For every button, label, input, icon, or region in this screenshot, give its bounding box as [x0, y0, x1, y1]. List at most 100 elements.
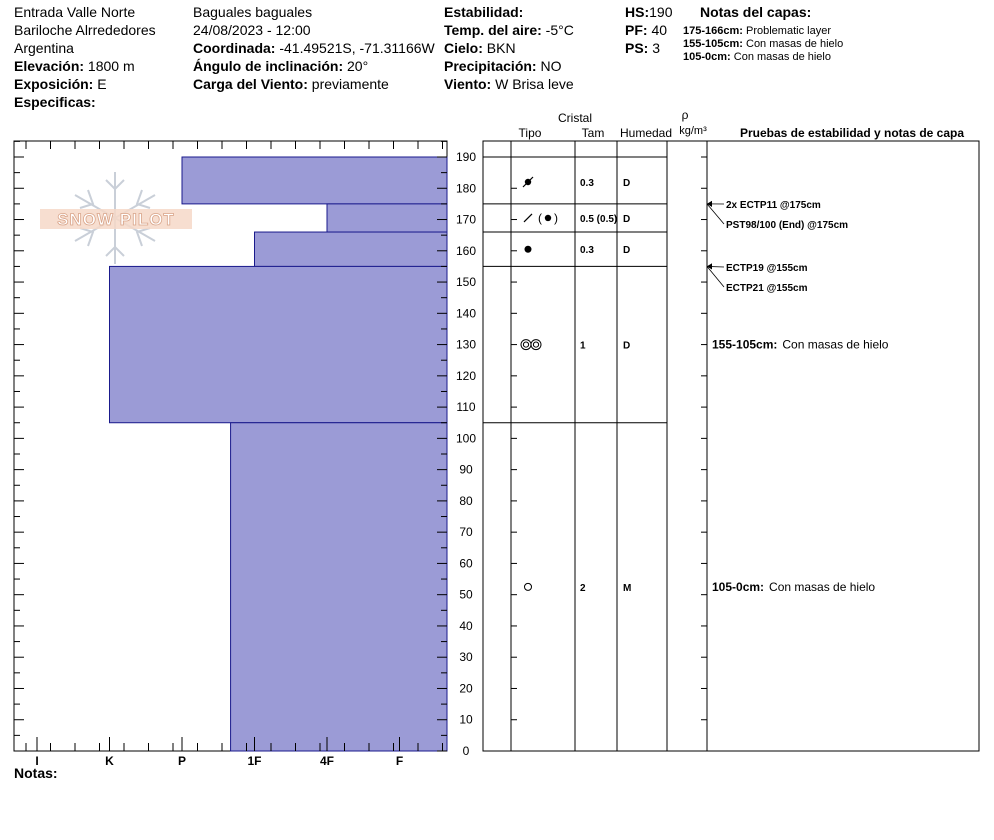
x-tick-label: 4F	[320, 754, 334, 768]
crystal-melt-freeze-icon	[520, 339, 542, 351]
y-tick-label: 50	[459, 588, 473, 602]
depth-y-axis: 0 10 20 30 40 50 60 70 80 90 100 110 120 130 140 150 160…	[14, 140, 476, 758]
notes-label: Notas:	[14, 765, 58, 781]
layer-note-range: 175-166cm:	[683, 25, 743, 37]
layer-note-text: Con masas de hielo	[746, 38, 844, 50]
location-line-2: Bariloche Alrrededores	[14, 22, 156, 38]
layer-moisture: M	[623, 583, 631, 594]
crystal-rounded-icon	[524, 245, 532, 253]
layer-size: 0.5 (0.5)	[580, 214, 617, 225]
layer-moisture: D	[623, 178, 630, 189]
crystal-stroke	[523, 213, 533, 223]
test-leader-line	[706, 266, 725, 288]
stability-test-label: PST98/100 (End) @175cm	[726, 220, 848, 231]
logo-banner	[40, 209, 192, 229]
air-temp-field: Temp. del aire: -5°C	[444, 21, 574, 39]
layer-notes-title: Notas del capas:	[700, 4, 812, 20]
y-tick-label: 70	[459, 525, 473, 539]
elevation-label: Elevación:	[14, 58, 85, 74]
slope-value: 20°	[347, 58, 369, 74]
specifics-label: Especificas:	[14, 94, 96, 110]
y-tick-label: 140	[456, 306, 476, 320]
slope-label: Ángulo de inclinación:	[193, 58, 344, 74]
aspect-label: Exposición:	[14, 76, 94, 92]
layer-comment-range: 155-105cm:	[712, 338, 777, 352]
pf-label: PF:	[625, 22, 648, 38]
hardness-layer-bar	[230, 422, 448, 752]
density-unit: kg/m³	[679, 125, 707, 137]
stability-test-label: 2x ECTP11 @175cm	[726, 200, 821, 211]
air-temp-value: -5°C	[545, 22, 574, 38]
coordinate-field: Coordinada: -41.49521S, -71.31166W	[193, 39, 435, 57]
y-tick-label: 170	[456, 213, 476, 227]
stability-test-label: ECTP19 @155cm	[726, 263, 808, 274]
y-tick-label: 90	[459, 463, 473, 477]
layer-moisture: D	[623, 341, 630, 352]
layer-comment: 105-0cm: Con masas de hielo	[712, 580, 875, 594]
layer-size: 2	[580, 583, 586, 594]
crystal-ring-inner	[522, 341, 530, 348]
hardness-layer-bar	[254, 231, 448, 267]
pf-field: PF: 40	[625, 21, 667, 39]
layer-note-text: Con masas de hielo	[733, 51, 831, 63]
crystal-paren-open: (	[538, 211, 542, 225]
crystal-paren-close: )	[554, 211, 558, 225]
hardness-layer-bar	[326, 203, 448, 233]
hs-label: HS:	[625, 4, 650, 20]
layer-note-3: 105-0cm: Con masas de hielo	[683, 51, 831, 64]
y-tick-label: 40	[459, 619, 473, 633]
crystal-decomposing-rounded-icon: ()	[523, 211, 558, 225]
x-tick-label: P	[178, 754, 186, 768]
wind-loading-label: Carga del Viento:	[193, 76, 308, 92]
precip-field: Precipitación: NO	[444, 57, 561, 75]
hs-value: 190	[649, 4, 673, 20]
test-arrow-icon	[707, 200, 712, 207]
tests-header: Pruebas de estabilidad y notas de capa	[740, 126, 964, 140]
pf-value: 40	[651, 22, 668, 38]
hardness-layers	[109, 156, 448, 752]
layer-note-2: 155-105cm: Con masas de hielo	[683, 38, 843, 51]
wind-field: Viento: W Brisa leve	[444, 75, 574, 93]
specifics-field: Especificas:	[14, 93, 96, 111]
type-header: Tipo	[519, 126, 542, 140]
aspect-value: E	[97, 76, 107, 92]
layer-table-ticks	[511, 156, 707, 752]
y-tick-label: 100	[456, 431, 476, 445]
ps-label: PS:	[625, 40, 649, 56]
moisture-header: Humedad	[620, 126, 672, 140]
air-temp-label: Temp. del aire:	[444, 22, 542, 38]
location-line-1: Entrada Valle Norte	[14, 4, 136, 20]
elevation-field: Elevación: 1800 m	[14, 57, 135, 75]
layer-table-frame	[482, 140, 980, 752]
crystal-header: Cristal	[558, 111, 592, 125]
layer-comment-text: Con masas de hielo	[769, 580, 875, 594]
stability-field: Estabilidad:	[444, 3, 523, 21]
y-tick-label: 10	[459, 713, 473, 727]
aspect-field: Exposición: E	[14, 75, 107, 93]
layer-moisture: D	[623, 245, 630, 256]
crystal-dot	[524, 245, 532, 253]
layer-note-range: 155-105cm:	[683, 38, 743, 50]
density-symbol: ρ	[682, 108, 689, 122]
layer-table	[482, 140, 980, 752]
y-tick-label: 110	[456, 400, 475, 414]
y-tick-label: 130	[456, 338, 476, 352]
y-tick-label: 80	[459, 494, 473, 508]
stability-label: Estabilidad:	[444, 4, 524, 20]
crystal-dot	[544, 214, 552, 222]
y-tick-label: 150	[456, 275, 476, 289]
y-tick-label: 20	[459, 681, 473, 695]
wind-label: Viento:	[444, 76, 492, 92]
layer-comment-range: 105-0cm:	[712, 580, 764, 594]
stability-tests: 2x ECTP11 @175cm PST98/100 (End) @175cm EC…	[706, 200, 848, 294]
precip-label: Precipitación:	[444, 58, 537, 74]
logo-text: SNOW PILOT	[57, 210, 175, 229]
layer-size: 1	[580, 341, 586, 352]
crystal-ring	[520, 339, 532, 351]
y-tick-label: 30	[459, 650, 473, 664]
crystal-symbols: 0.3 D () 0.5 (0.5) D 0.3 D 1 D 2 M	[520, 176, 631, 594]
hardness-layer-bar	[181, 156, 448, 205]
y-tick-label: 180	[456, 181, 476, 195]
layer-table-rows	[483, 156, 667, 424]
location-line-3: Argentina	[14, 40, 74, 56]
